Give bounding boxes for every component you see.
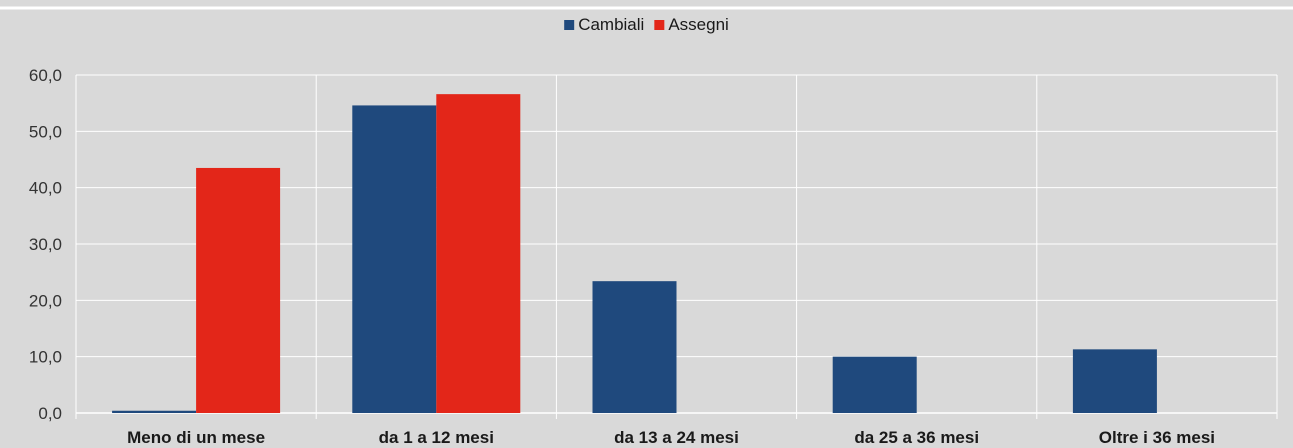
bar-assegni bbox=[196, 167, 281, 413]
bar-assegni bbox=[436, 94, 521, 414]
y-tick-label: 0,0 bbox=[38, 404, 62, 423]
x-tick-label: da 25 a 36 mesi bbox=[854, 428, 979, 447]
y-tick-label: 50,0 bbox=[29, 122, 62, 141]
y-tick-label: 20,0 bbox=[29, 291, 62, 310]
legend-label: Assegni bbox=[668, 15, 728, 34]
x-tick-label: da 1 a 12 mesi bbox=[379, 428, 494, 447]
y-tick-label: 40,0 bbox=[29, 179, 62, 198]
x-tick-label: da 13 a 24 mesi bbox=[614, 428, 739, 447]
x-axis-labels: Meno di un mese da 1 a 12 mesi da 13 a 24 … bbox=[127, 428, 1215, 447]
bar-cambiali bbox=[832, 356, 917, 413]
bar-cambiali bbox=[352, 105, 437, 414]
legend-swatch bbox=[564, 20, 575, 30]
x-tick-label: Oltre i 36 mesi bbox=[1099, 428, 1215, 447]
legend-item: Cambiali bbox=[564, 15, 644, 34]
bar-cambiali bbox=[112, 410, 197, 413]
legend: Cambiali Assegni bbox=[564, 15, 729, 34]
legend-swatch bbox=[654, 20, 665, 30]
legend-item: Assegni bbox=[654, 15, 729, 34]
y-tick-label: 60,0 bbox=[29, 66, 62, 85]
x-tick-label: Meno di un mese bbox=[127, 428, 265, 447]
bar-cambiali bbox=[1072, 349, 1157, 413]
y-tick-label: 30,0 bbox=[29, 235, 62, 254]
bar-cambiali bbox=[592, 281, 677, 413]
y-tick-label: 10,0 bbox=[29, 348, 62, 367]
legend-label: Cambiali bbox=[578, 15, 644, 34]
y-axis-ticks: 0,0 10,0 20,0 30,0 40,0 50,0 60,0 bbox=[29, 66, 62, 423]
bars bbox=[112, 94, 1157, 414]
